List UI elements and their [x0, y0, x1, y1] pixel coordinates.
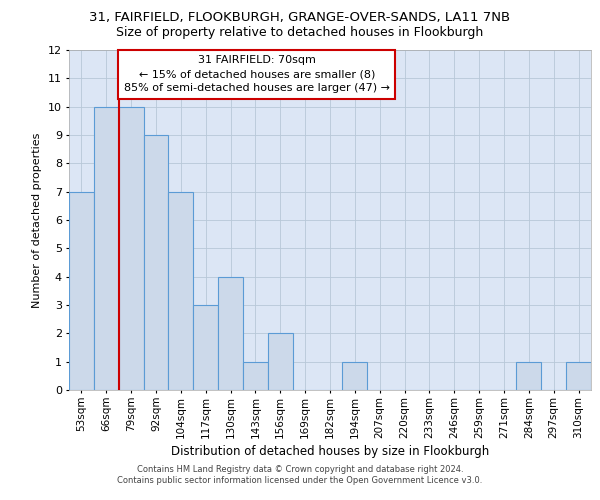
- Text: 31, FAIRFIELD, FLOOKBURGH, GRANGE-OVER-SANDS, LA11 7NB: 31, FAIRFIELD, FLOOKBURGH, GRANGE-OVER-S…: [89, 11, 511, 24]
- Bar: [143, 135, 169, 390]
- Bar: [94, 106, 119, 390]
- Text: 31 FAIRFIELD: 70sqm
← 15% of detached houses are smaller (8)
85% of semi-detache: 31 FAIRFIELD: 70sqm ← 15% of detached ho…: [124, 55, 390, 93]
- Bar: [169, 192, 193, 390]
- Bar: [517, 362, 541, 390]
- Text: Size of property relative to detached houses in Flookburgh: Size of property relative to detached ho…: [116, 26, 484, 39]
- X-axis label: Distribution of detached houses by size in Flookburgh: Distribution of detached houses by size …: [171, 444, 489, 458]
- Bar: [193, 305, 218, 390]
- Text: Contains HM Land Registry data © Crown copyright and database right 2024.: Contains HM Land Registry data © Crown c…: [137, 465, 463, 474]
- Bar: [243, 362, 268, 390]
- Bar: [69, 192, 94, 390]
- Bar: [218, 276, 243, 390]
- Text: Contains public sector information licensed under the Open Government Licence v3: Contains public sector information licen…: [118, 476, 482, 485]
- Y-axis label: Number of detached properties: Number of detached properties: [32, 132, 43, 308]
- Bar: [268, 334, 293, 390]
- Bar: [343, 362, 367, 390]
- Bar: [119, 106, 143, 390]
- Bar: [566, 362, 591, 390]
